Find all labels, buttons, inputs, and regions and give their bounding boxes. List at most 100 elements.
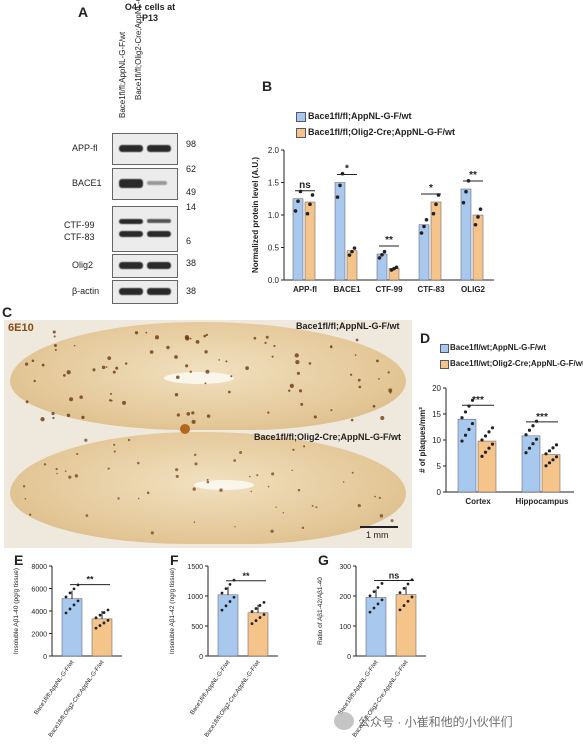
b-point — [473, 222, 478, 227]
plaque-dot — [113, 443, 116, 446]
b-point — [431, 211, 436, 216]
plaque-dot — [101, 365, 106, 370]
d-point — [524, 451, 528, 455]
e-point — [64, 611, 68, 615]
plaque-dot — [270, 529, 274, 533]
stain-spot — [180, 424, 190, 434]
plaque-dot — [234, 526, 236, 528]
panel-label-d: D — [420, 330, 431, 346]
b-ylabel: Normalized protein level (A.U.) — [251, 157, 260, 273]
plaque-dot — [291, 469, 293, 472]
b-ytick-label: 0.5 — [268, 244, 280, 253]
histology-frame — [4, 320, 412, 548]
plaque-dot — [193, 453, 197, 457]
e-ytick-label: 0 — [43, 654, 47, 661]
plaque-dot — [195, 339, 200, 344]
g-point — [410, 595, 414, 599]
d-ylabel: # of plaques/mm² — [418, 407, 427, 473]
plaque-dot — [112, 370, 116, 374]
f-point — [258, 604, 262, 607]
blot-bace1 — [112, 168, 178, 200]
g-ylabel: Ratio of Aβ1-42/Aβ1-40 — [317, 577, 324, 645]
b-bar — [334, 182, 346, 281]
e-ytick-label: 8000 — [31, 564, 47, 571]
b-ytick-label: 1.5 — [268, 179, 280, 188]
d-point — [534, 437, 539, 441]
f-ytick-label: 1500 — [187, 564, 203, 571]
plaque-dot — [189, 370, 192, 373]
plaque-dot — [52, 330, 56, 334]
f-point — [250, 610, 254, 613]
plaque-dot — [357, 503, 361, 508]
plaque-dots — [22, 330, 394, 535]
plaque-dot — [122, 400, 127, 405]
legend-b-label-1: Bace1fl/fl;AppNL-G-F/wt — [308, 111, 412, 121]
plaque-dot — [105, 366, 108, 368]
f-point — [224, 604, 228, 608]
b-point — [394, 265, 399, 270]
marker-6: 6 — [186, 236, 192, 246]
plaque-dot — [107, 467, 110, 470]
plaque-dot — [296, 371, 300, 375]
plaque-dot — [275, 506, 277, 508]
plaque-dot — [378, 378, 380, 380]
plaque-dot — [166, 345, 170, 350]
d-point — [554, 443, 559, 447]
e-point — [98, 613, 102, 617]
plaque-dot — [113, 450, 116, 453]
plaque-dot — [73, 344, 76, 347]
e-point — [94, 626, 98, 630]
plaque-dot — [55, 467, 58, 471]
b-sig-label: ns — [299, 180, 311, 191]
d-point — [554, 455, 559, 459]
plaque-dot — [52, 416, 55, 420]
d-ytick-label: 10 — [432, 436, 441, 445]
d-point — [483, 434, 488, 438]
g-point — [402, 586, 406, 590]
plaque-dot — [74, 474, 79, 478]
legend-d-label-2: Bace1fl/wt;Olig2-Cre;AppNL-G-F/wt — [450, 359, 583, 368]
b-point — [419, 231, 424, 235]
plaque-dot — [225, 360, 228, 363]
legend-b-label-2: Bace1fl/fl;Olig2-Cre;AppNL-G-F/wt — [308, 127, 456, 137]
plaque-dot — [250, 490, 253, 493]
e-ytick-label: 4000 — [31, 609, 47, 616]
d-ytick-label: 15 — [432, 410, 441, 419]
g-point — [372, 590, 376, 594]
blot-app-fl — [112, 133, 178, 165]
g-sig-label: ns — [389, 571, 400, 581]
stain-label: 6E10 — [8, 322, 34, 334]
blot-ctf — [112, 206, 178, 252]
plaque-dot — [294, 353, 299, 358]
row-label-beta-actin: β-actin — [72, 286, 100, 296]
plaque-dot — [206, 480, 210, 484]
plaque-dot — [149, 350, 154, 354]
plaque-dot — [68, 475, 72, 479]
plaque-dot — [379, 514, 384, 518]
plaque-dot — [134, 331, 139, 335]
b-bar — [472, 214, 484, 281]
plaque-dot — [308, 362, 312, 365]
d-sig-label: *** — [472, 395, 484, 406]
plaque-dot — [302, 445, 306, 448]
blot-beta-actin — [112, 280, 178, 304]
plaque-dot — [43, 463, 47, 466]
plaque-dot — [191, 411, 195, 415]
plaque-dot — [351, 471, 354, 474]
b-xtick-label: APP-fl — [293, 285, 317, 294]
panel-label-c: C — [2, 304, 13, 320]
d-ytick-label: 20 — [432, 384, 441, 393]
marker-62: 62 — [186, 164, 197, 174]
plaque-dot — [66, 413, 71, 418]
d-xtick-label: Hippocampus — [516, 497, 569, 506]
e-bar — [91, 618, 113, 657]
chart-b: 0.0 0.5 1.0 1.5 2.0 Normalized protein level … — [251, 146, 494, 294]
b-ytick-label: 1.0 — [268, 211, 280, 220]
d-point — [490, 426, 495, 430]
g-ytick-label: 0 — [347, 654, 351, 661]
row-label-app-fl: APP-fl — [72, 143, 98, 153]
plaque-dot — [194, 462, 198, 466]
e-point — [106, 608, 110, 612]
legend-d-swatch-1 — [440, 344, 449, 353]
e-ytick-label: 2000 — [31, 632, 47, 639]
